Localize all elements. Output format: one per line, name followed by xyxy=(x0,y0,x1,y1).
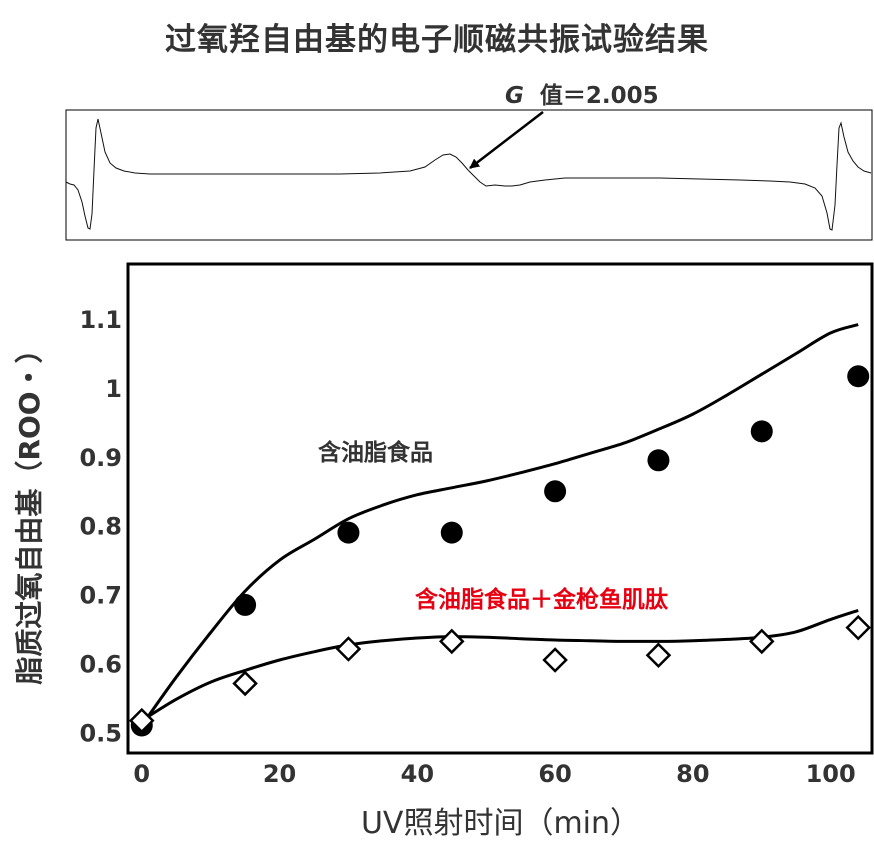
data-point-diamond xyxy=(542,647,568,673)
x-tick-label: 40 xyxy=(401,760,434,788)
x-tick-label: 0 xyxy=(133,760,150,788)
chart-title: 过氧羟自由基的电子顺磁共振试验结果 xyxy=(165,22,709,58)
x-tick-label: 60 xyxy=(538,760,571,788)
esr-spectrum-trace xyxy=(65,118,872,231)
data-point-diamond xyxy=(129,707,155,734)
x-tick-label: 100 xyxy=(806,760,856,788)
g-value-arrow xyxy=(469,111,544,169)
data-point-circle xyxy=(750,420,773,443)
x-axis-ticks: 0 20 40 60 80 100 xyxy=(133,760,855,788)
series-label-oil-food-tuna-anserine: 含油脂食品＋金枪鱼肌肽 xyxy=(415,587,668,613)
x-tick-label: 80 xyxy=(676,760,709,788)
data-point-diamond xyxy=(845,614,871,641)
data-point-diamond xyxy=(335,636,362,662)
esr-panel-frame xyxy=(65,109,873,241)
data-point-circle xyxy=(647,449,670,472)
plot-frame xyxy=(126,262,874,755)
y-tick-label: 1 xyxy=(105,375,122,403)
data-point-circle xyxy=(544,480,567,503)
trend-lines xyxy=(140,323,859,727)
y-tick-label: 0.5 xyxy=(79,719,122,747)
data-point-diamond xyxy=(749,628,775,655)
y-tick-label: 0.9 xyxy=(79,444,122,472)
series-label-oil-food: 含油脂食品 xyxy=(318,440,433,466)
g-value-symbol: G xyxy=(505,83,524,109)
data-point-diamond xyxy=(232,670,258,697)
y-axis-label-text: 脂质过氧自由基（ROO・） xyxy=(13,335,46,685)
y-axis-ticks: 0.5 0.6 0.7 0.8 0.9 1 1.1 xyxy=(79,306,122,747)
data-point-circle xyxy=(847,365,870,388)
esr-spectrum-panel xyxy=(65,109,873,241)
y-tick-label: 0.7 xyxy=(79,582,122,610)
data-points xyxy=(129,365,871,737)
data-point-diamond xyxy=(645,642,672,668)
y-tick-label: 0.6 xyxy=(79,650,122,678)
y-tick-label: 0.8 xyxy=(79,513,122,541)
data-point-circle xyxy=(234,593,257,616)
data-point-circle xyxy=(440,521,463,544)
g-value-annotation: G 值＝2.005 xyxy=(505,76,659,110)
trend-line-series-2 xyxy=(141,608,859,722)
x-tick-label: 20 xyxy=(263,760,296,788)
g-value-text: 值＝2.005 xyxy=(539,83,659,109)
y-tick-label: 1.1 xyxy=(79,306,122,334)
x-axis-label: UV照射时间（min） xyxy=(360,806,641,841)
trend-line-series-1 xyxy=(140,323,859,727)
data-point-circle xyxy=(337,521,360,544)
data-point-diamond xyxy=(439,628,465,655)
